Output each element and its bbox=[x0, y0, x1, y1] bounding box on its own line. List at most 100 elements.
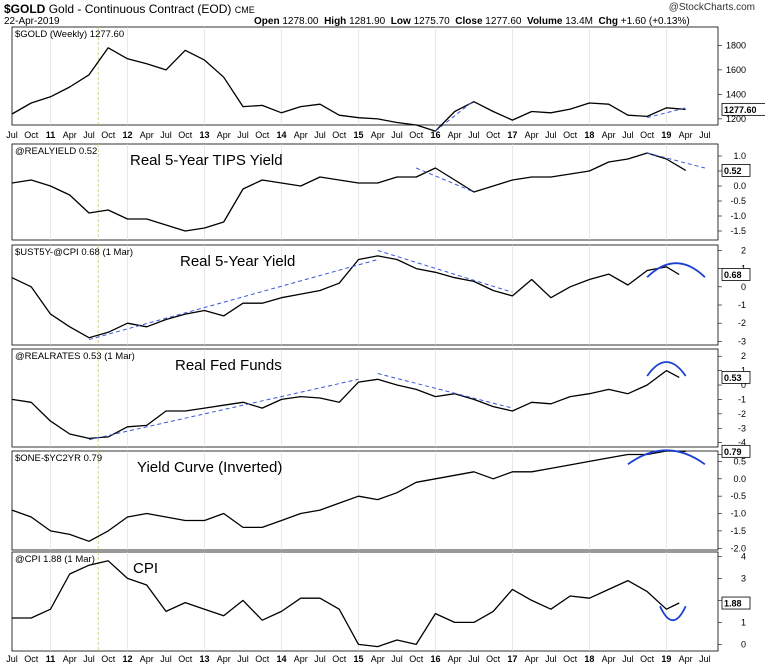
panel-title: Yield Curve (Inverted) bbox=[137, 459, 282, 476]
x-tick-label: 18 bbox=[584, 130, 594, 140]
series-line bbox=[11, 450, 686, 542]
last-value-box bbox=[721, 163, 751, 177]
panel-label: $UST5Y-@CPI 0.68 (1 Mar) bbox=[15, 247, 133, 258]
y-tick-label: 1600 bbox=[726, 65, 746, 75]
x-tick-label: Jul bbox=[468, 654, 480, 664]
y-tick-label: -2 bbox=[738, 409, 746, 419]
x-tick-label: Jul bbox=[314, 130, 326, 140]
trend-line bbox=[88, 259, 378, 341]
x-tick-label: 16 bbox=[430, 654, 440, 664]
x-tick-label: Apr bbox=[140, 654, 154, 664]
panel-label: @CPI 1.88 (1 Mar) bbox=[15, 554, 95, 565]
x-tick-label: Jul bbox=[468, 130, 480, 140]
panel-title: Real Fed Funds bbox=[175, 357, 282, 374]
last-value-label: 1.88 bbox=[724, 599, 742, 609]
y-tick-label: -3 bbox=[738, 336, 746, 346]
chg-value: +1.60 (+0.13%) bbox=[620, 16, 690, 27]
x-tick-label: Jul bbox=[83, 654, 95, 664]
y-tick-label: 2 bbox=[741, 245, 746, 255]
y-tick-label: -1.5 bbox=[730, 226, 746, 236]
y-tick-label: 0.5 bbox=[733, 456, 746, 466]
close-label: Close bbox=[455, 16, 483, 27]
x-tick-label: Oct bbox=[563, 130, 578, 140]
y-tick-label: 1400 bbox=[726, 89, 746, 99]
x-tick-label: Apr bbox=[525, 130, 539, 140]
x-tick-label: Apr bbox=[679, 130, 693, 140]
series-line bbox=[12, 560, 680, 648]
x-tick-label: 15 bbox=[353, 654, 363, 664]
last-value-label: 0.68 bbox=[724, 270, 742, 280]
x-tick-label: Apr bbox=[63, 654, 77, 664]
x-tick-label: Jul bbox=[622, 130, 634, 140]
panel-label: $GOLD (Weekly) 1277.60 bbox=[15, 29, 124, 40]
x-tick-label: Oct bbox=[486, 130, 501, 140]
series-line bbox=[11, 152, 687, 232]
x-tick-label: Oct bbox=[178, 130, 193, 140]
x-tick-label: Apr bbox=[525, 654, 539, 664]
low-label: Low bbox=[390, 16, 411, 27]
x-tick-label: Oct bbox=[178, 654, 193, 664]
chg-label: Chg bbox=[598, 16, 618, 27]
symbol: $GOLD bbox=[4, 2, 46, 16]
x-tick-label: Apr bbox=[602, 654, 616, 664]
trend-line bbox=[88, 378, 359, 441]
series-line bbox=[11, 255, 680, 339]
chart-panel-6: 432101.88@CPI 1.88 (1 Mar)CPI bbox=[11, 551, 751, 652]
x-tick-label: 14 bbox=[276, 130, 286, 140]
x-tick-label: 13 bbox=[199, 130, 209, 140]
chart-panel-4: 2 1 0 -1 -2 -3 -4 0.53 @REALRATES 0.53 (1 Mar) Re… bbox=[11, 348, 751, 448]
y-tick-label: -0.5 bbox=[730, 491, 746, 501]
series-line bbox=[11, 47, 686, 132]
y-tick-label: 1 bbox=[741, 617, 746, 627]
x-tick-label: Oct bbox=[409, 130, 424, 140]
x-tick-label: Jul bbox=[545, 130, 557, 140]
chart-panel-5: 0.70.50.0-0.5-1.0-1.5-2.00.79$ONE-$YC2YR… bbox=[11, 444, 751, 553]
chart-date: 22-Apr-2019 bbox=[4, 16, 60, 27]
close-value: 1277.60 bbox=[485, 16, 522, 27]
y-tick-label: -2.0 bbox=[730, 543, 746, 553]
x-tick-label: 16 bbox=[430, 130, 440, 140]
x-tick-label: Apr bbox=[217, 130, 231, 140]
x-tick-label: 18 bbox=[584, 654, 594, 664]
x-tick-label: Jul bbox=[699, 130, 711, 140]
x-tick-label: Oct bbox=[24, 654, 39, 664]
chart-panel-1: 1200 1400 1600 1800 1277.60 $GOLD (Weekly) 12… bbox=[11, 26, 765, 132]
last-value-box bbox=[721, 370, 751, 384]
panel-frame bbox=[11, 450, 719, 551]
y-tick-label: 1200 bbox=[726, 114, 746, 124]
x-tick-label: Jul bbox=[545, 654, 557, 664]
highlight-arc bbox=[646, 361, 687, 377]
last-value-box bbox=[721, 444, 751, 458]
y-tick-label: -1.0 bbox=[730, 211, 746, 221]
x-tick-label: Jul bbox=[237, 654, 249, 664]
x-tick-label: Oct bbox=[101, 654, 116, 664]
high-value: 1281.90 bbox=[349, 16, 386, 27]
x-tick-label: Oct bbox=[101, 130, 116, 140]
x-tick-label: Jul bbox=[160, 654, 172, 664]
last-value-label: 0.53 bbox=[724, 373, 742, 383]
low-value: 1275.70 bbox=[413, 16, 450, 27]
x-tick-label: 11 bbox=[46, 654, 56, 664]
last-value-box bbox=[721, 268, 751, 281]
x-tick-label: 19 bbox=[661, 130, 671, 140]
x-tick-label: 15 bbox=[353, 130, 363, 140]
y-tick-label: 0 bbox=[741, 380, 746, 390]
watermark: @StockCharts.com bbox=[668, 2, 755, 13]
x-tick-label: Apr bbox=[63, 130, 77, 140]
x-tick-label: Oct bbox=[255, 654, 270, 664]
volume-label: Volume bbox=[527, 16, 563, 27]
x-tick-label: Jul bbox=[237, 130, 249, 140]
last-value-box bbox=[721, 596, 751, 610]
y-tick-label: -4 bbox=[738, 438, 746, 448]
x-tick-label: Apr bbox=[294, 654, 308, 664]
x-tick-label: Jul bbox=[622, 654, 634, 664]
x-tick-label: 17 bbox=[507, 130, 517, 140]
x-tick-label: 13 bbox=[199, 654, 209, 664]
y-tick-label: 1.0 bbox=[733, 151, 746, 161]
x-tick-label: Oct bbox=[24, 130, 39, 140]
open-value: 1278.00 bbox=[282, 16, 319, 27]
x-tick-label: Jul bbox=[83, 130, 95, 140]
panel-label: @REALRATES 0.53 (1 Mar) bbox=[15, 351, 135, 362]
